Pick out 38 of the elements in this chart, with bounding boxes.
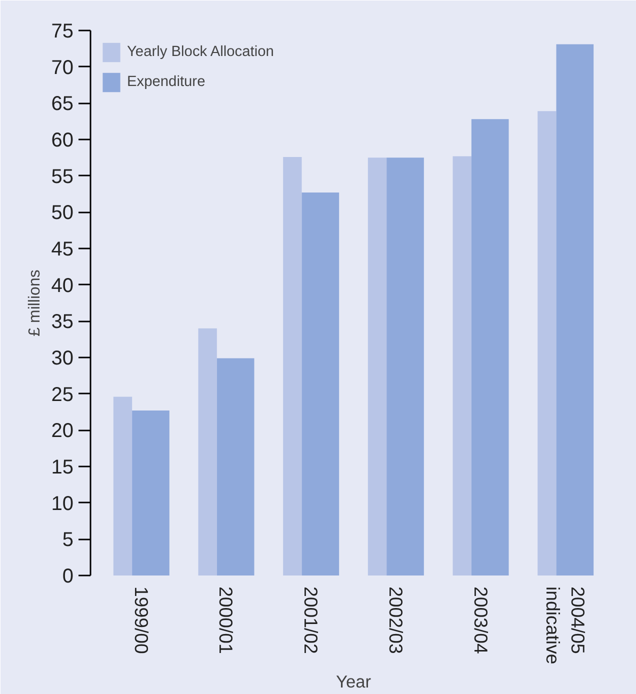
y-tick-label: 70 <box>51 56 74 79</box>
y-tick-label: 55 <box>51 166 74 188</box>
y-tick-label: 65 <box>51 93 74 116</box>
bar <box>198 328 217 576</box>
x-axis-title: Year <box>336 671 372 692</box>
bar <box>386 158 424 576</box>
x-tick-label: 2000/01 <box>216 586 237 654</box>
y-tick-label: 20 <box>51 420 74 442</box>
bar <box>368 158 387 576</box>
y-tick-label: 15 <box>51 456 74 478</box>
bar <box>471 119 509 576</box>
y-tick-label: 5 <box>62 529 74 552</box>
y-tick-label: 30 <box>51 348 74 370</box>
y-tick-label: 60 <box>51 130 74 152</box>
x-tick-label: 2003/04 <box>470 586 492 654</box>
bar <box>556 44 594 576</box>
x-tick-label: 2004/05 indicative <box>542 586 589 664</box>
y-tick-label: 40 <box>51 274 74 297</box>
bar <box>302 192 340 576</box>
y-tick-label: 75 <box>51 20 74 42</box>
legend-label: Yearly Block Allocation <box>127 44 274 60</box>
bar <box>452 156 472 576</box>
y-tick-label: 0 <box>62 566 74 588</box>
y-tick-label: 10 <box>51 492 74 515</box>
y-tick-label: 45 <box>51 238 74 260</box>
x-tick-label: 2002/03 <box>385 586 406 654</box>
x-tick-label: 2001/02 <box>300 586 322 654</box>
bar <box>216 358 254 576</box>
bar <box>283 156 302 576</box>
y-tick-label: 35 <box>51 311 74 334</box>
bar <box>538 111 556 576</box>
y-tick-label: 25 <box>51 384 74 406</box>
x-tick-label: 1999/00 <box>130 586 152 654</box>
bar <box>132 410 170 576</box>
bar <box>113 396 132 576</box>
y-axis-title: £ millions <box>26 270 44 336</box>
y-tick-label: 50 <box>51 202 74 224</box>
legend-label: Expenditure <box>127 74 206 90</box>
